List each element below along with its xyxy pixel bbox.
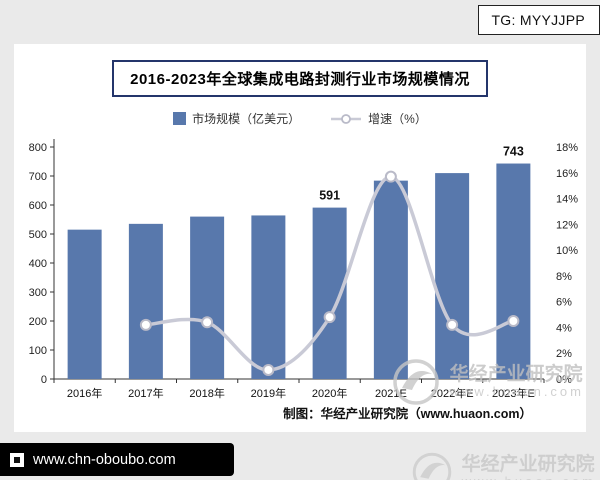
market-size-chart: 0 100 200 300 400 500 600 700 800 0% 2% 4% 6% 8% 10% 12… <box>29 139 578 400</box>
left-tick-label: 300 <box>29 287 47 299</box>
left-tick-label: 800 <box>29 142 47 154</box>
left-tick-label: 600 <box>29 200 47 212</box>
x-tick-label: 2017年 <box>128 386 163 400</box>
x-tick-label: 2019年 <box>251 386 286 400</box>
bar <box>67 229 102 379</box>
bar <box>435 173 470 379</box>
bar <box>251 215 286 379</box>
legend-item-growth: 增速（%） <box>330 110 427 127</box>
chart-legend: 市场规模（亿美元） 增速（%） <box>14 110 586 127</box>
line-marker <box>262 363 275 376</box>
bar-value-label: 591 <box>319 189 340 203</box>
watermark-text: 华经产业研究院 www.huaon.com <box>462 454 596 480</box>
line-marker <box>384 170 397 183</box>
legend-label-growth: 增速（%） <box>368 112 427 126</box>
x-tick-label: 2022年E <box>431 386 474 400</box>
right-tick-label: 10% <box>556 245 578 257</box>
right-tick-label: 4% <box>556 322 572 334</box>
chart-area: 0 100 200 300 400 500 600 700 800 0% 2% 4% 6% 8% 10% 12… <box>14 131 586 428</box>
x-tick-label: 2018年 <box>189 386 224 400</box>
right-tick-label: 14% <box>556 194 578 206</box>
bar <box>373 180 408 379</box>
right-tick-label: 16% <box>556 168 578 180</box>
site-logo-icon <box>10 452 24 467</box>
bottom-site-url: www.chn-oboubo.com <box>33 451 176 468</box>
chart-title: 2016-2023年全球集成电路封测行业市场规模情况 <box>112 60 488 97</box>
right-tick-label: 18% <box>556 142 578 154</box>
x-tick-label: 2023年E <box>492 386 535 400</box>
x-tick-label: 2021E <box>375 388 407 400</box>
x-tick-label: 2016年 <box>67 386 102 400</box>
line-marker-icon <box>331 113 362 124</box>
watermark-bottom: 华经产业研究院 www.huaon.com <box>410 450 596 480</box>
line-marker <box>507 315 520 327</box>
left-tick-label: 200 <box>29 316 47 328</box>
watermark-name: 华经产业研究院 <box>461 453 595 475</box>
bar <box>496 163 531 379</box>
left-tick-label: 500 <box>29 229 47 241</box>
right-tick-label: 12% <box>556 219 578 231</box>
bar-value-label: 743 <box>503 145 524 159</box>
source-note: 制图：华经产业研究院（www.huaon.com） <box>283 407 532 421</box>
bottom-site-bar: www.chn-oboubo.com <box>0 443 234 476</box>
huaon-logo-icon <box>412 452 451 480</box>
bar <box>128 223 163 379</box>
line-marker <box>201 316 214 329</box>
tg-badge: TG: MYYJJPP <box>478 5 600 35</box>
line-marker <box>139 318 152 331</box>
legend-item-market-size: 市场规模（亿美元） <box>173 110 300 127</box>
watermark-url: www.huaon.com <box>462 475 596 480</box>
left-tick-label: 100 <box>29 345 47 357</box>
line-marker <box>323 311 336 324</box>
right-tick-label: 0% <box>556 374 572 386</box>
x-tick-label: 2020年 <box>312 386 347 400</box>
left-tick-label: 400 <box>29 258 47 270</box>
right-tick-label: 6% <box>556 297 572 309</box>
bar <box>190 216 225 379</box>
right-tick-label: 2% <box>556 348 572 360</box>
chart-card: 2016-2023年全球集成电路封测行业市场规模情况 市场规模（亿美元） 增速（… <box>14 44 586 432</box>
legend-label-market-size: 市场规模（亿美元） <box>192 112 301 126</box>
left-tick-label: 0 <box>41 374 47 386</box>
line-marker <box>446 318 459 331</box>
right-tick-label: 8% <box>556 271 572 283</box>
bar-swatch-icon <box>173 112 187 125</box>
left-tick-label: 700 <box>29 171 47 183</box>
